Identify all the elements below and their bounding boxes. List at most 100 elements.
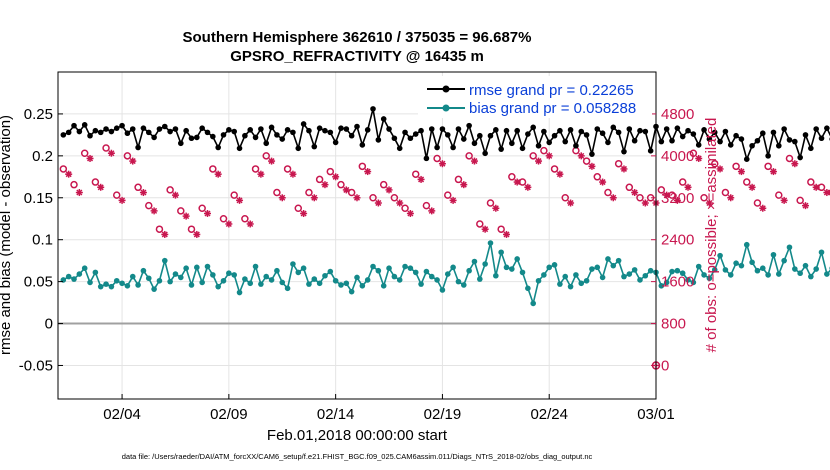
obs-assimilated-point [503,230,510,238]
y2-tick-label: 4000 [661,148,694,165]
obs-assimilated-point [737,168,745,176]
bias-point [338,282,344,288]
obs-assimilated-point [193,230,201,238]
rmse-point [418,127,424,134]
bias-point [621,273,627,280]
asterisk-stroke [353,194,361,201]
obs-assimilated-point [289,170,297,178]
obs-assimilated-point [107,149,115,157]
obs-possible-point [807,178,815,186]
obs-assimilated-point [438,160,446,168]
obs-assimilated-point [631,189,639,197]
bias-point [578,280,585,287]
bias-point [685,277,691,283]
rmse-point [434,144,440,151]
obs-assimilated-point [204,209,211,217]
obs-assimilated-point [791,160,799,168]
asterisk-stroke [503,231,510,238]
asterisk-stroke [257,171,264,178]
bias-point [786,244,793,251]
rmse-point [781,126,787,132]
asterisk-stroke [482,226,489,233]
rmse-point [103,126,109,132]
bias-point [706,275,713,282]
asterisk-stroke [599,179,606,186]
rmse-point [599,130,606,137]
obs-possible-point [337,180,345,189]
rmse-point [594,126,601,132]
obs-assimilated-point [524,183,532,191]
rmse-point [97,129,104,136]
obs-assimilated-point [470,157,478,165]
obs-possible-point [262,152,270,160]
rmse-point [263,140,270,147]
rmse-point [364,127,371,133]
bias-point [332,277,339,284]
bias-point [279,279,286,286]
asterisk-stroke [727,194,734,201]
axes: -0.05 0 0.05 0.1 0.15 0.2 0.25 0 800 1600 2400 3200… [19,106,695,423]
obs-assimilated-point [75,189,83,197]
rmse-point [498,146,504,152]
y-axis-label: rmse and bias (model - observation) [0,115,14,355]
rmse-point [786,137,793,143]
obs-possible-point [444,191,452,199]
bias-point [813,266,819,272]
rmse-point [375,137,382,143]
bias-point [247,280,254,287]
asterisk-stroke [717,165,724,172]
obs-assimilated-point [577,152,585,160]
obs-assimilated-point [364,168,372,176]
rmse-point [161,123,168,130]
rmse-point [450,144,456,151]
bias-point [605,256,611,262]
rmse-point [685,127,691,134]
obs-possible-point [177,207,185,215]
rmse-point [60,132,67,138]
rmse-point [589,151,595,157]
x-tick-label: 02/09 [210,406,248,423]
bias-point [87,279,93,286]
obs-assimilated-point [567,199,575,207]
rmse-point [727,142,734,148]
rmse-point [284,127,291,133]
rmse-point [76,128,83,135]
x-tick-label: 02/19 [424,406,462,423]
obs-assimilated-point [246,220,254,228]
rmse-point [509,140,515,147]
rmse-point [743,156,750,162]
obs-possible-point [486,199,495,207]
rmse-point [749,142,755,149]
bias-point [396,277,403,283]
bias-point [477,276,483,282]
rmse-point [92,127,99,134]
footnote: data file: /Users/raeder/DAI/ATM_forcXX/… [122,452,593,461]
obs-assimilated-point [236,196,244,204]
rmse-point [466,122,472,129]
asterisk-stroke [151,207,158,214]
asterisk-stroke [193,231,200,238]
rmse-point [295,145,302,152]
rmse-point [647,148,654,154]
bias-point [444,271,451,277]
rmse-point [519,145,526,152]
bias-point [386,265,392,272]
asterisk-stroke [823,189,830,196]
rmse-point [151,134,157,141]
obs-possible-point [102,144,110,152]
obs-possible-point [497,225,505,233]
rmse-point [65,129,72,136]
bias-point [482,261,488,267]
bias-point [103,281,109,287]
y-tick-label: 0.25 [24,106,53,123]
obs-possible-point [678,178,687,186]
rmse-point [178,140,184,147]
asterisk-stroke [556,171,563,178]
asterisk-stroke [87,155,94,162]
obs-possible-point [166,186,174,194]
bias-point [711,267,718,273]
asterisk-stroke [108,150,115,157]
asterisk-stroke [76,189,83,196]
rmse-point [145,129,152,136]
